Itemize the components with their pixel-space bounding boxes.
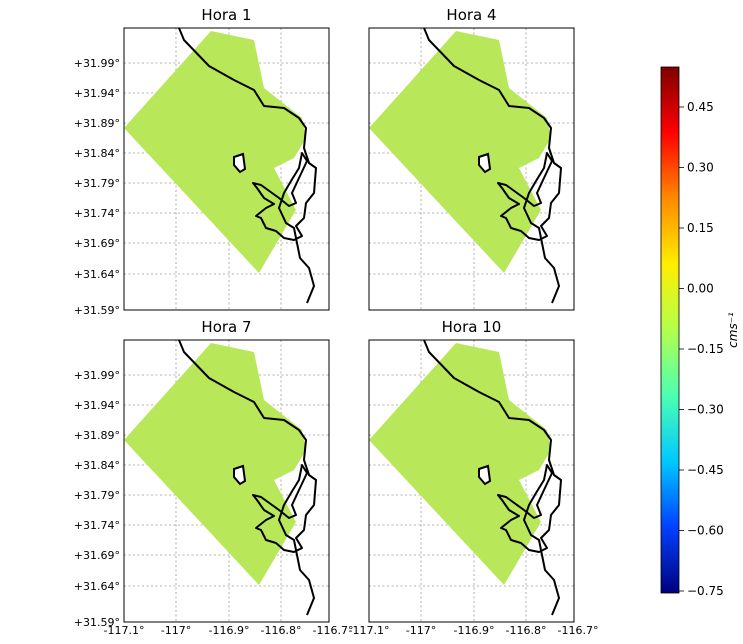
velocity-field xyxy=(369,31,551,273)
latitude-tick-label: +31.79° xyxy=(74,489,120,502)
latitude-tick-label: +31.59° xyxy=(74,616,120,629)
latitude-tick-label: +31.74° xyxy=(74,207,120,220)
panel-frame xyxy=(123,27,330,311)
latitude-tick-label: +31.89° xyxy=(74,429,120,442)
panel-title: Hora 4 xyxy=(446,6,496,24)
panel-title: Hora 7 xyxy=(201,318,251,336)
latitude-tick-label: +31.84° xyxy=(74,147,120,160)
panel-frame xyxy=(368,27,575,311)
colorbar: 0.45 0.30 0.15 0.00 −0.15 −0.30 −0.45 −0.60 −0.7… xyxy=(660,66,740,598)
colorbar-tick-label: 0.30 xyxy=(687,161,714,175)
latitude-tick-label: +31.99° xyxy=(74,57,120,70)
colorbar-tick-label: −0.45 xyxy=(687,463,724,477)
latitude-tick-label: +31.99° xyxy=(74,369,120,382)
colorbar-tick-label: −0.60 xyxy=(687,524,724,538)
latitude-tick-label: +31.84° xyxy=(74,459,120,472)
latitude-tick-label: +31.79° xyxy=(74,177,120,190)
longitude-tick-label: -117.1° xyxy=(349,624,390,637)
panel-frame xyxy=(123,339,330,623)
colorbar-gradient xyxy=(660,66,680,594)
panel-title: Hora 1 xyxy=(201,6,251,24)
longitude-tick-label: -117° xyxy=(161,624,191,637)
latitude-tick-label: +31.59° xyxy=(74,304,120,317)
latitude-tick-label: +31.69° xyxy=(74,237,120,250)
colorbar-tick-label: −0.15 xyxy=(687,342,724,356)
velocity-field xyxy=(124,343,306,585)
longitude-tick-label: -117° xyxy=(406,624,436,637)
velocity-field xyxy=(124,31,306,273)
map-panel: Hora 7 +31.99° +31.94° +31.89° +31.84° +31.79… xyxy=(74,318,354,637)
panel-title: Hora 10 xyxy=(442,318,502,336)
map-panel: Hora 4 xyxy=(368,6,575,311)
colorbar-tick-label: 0.15 xyxy=(687,221,714,235)
latitude-tick-label: +31.94° xyxy=(74,87,120,100)
latitude-tick-label: +31.64° xyxy=(74,580,120,593)
colorbar-label: cms⁻¹ xyxy=(726,312,740,348)
map-panel: Hora 1 +31.99° +31.94° +31.89° +31.84° +31.79… xyxy=(74,6,330,317)
longitude-tick-label: -116.9° xyxy=(454,624,495,637)
latitude-tick-label: +31.94° xyxy=(74,399,120,412)
colorbar-tick-label: 0.00 xyxy=(687,282,714,296)
map-panel: Hora 10 -117.1° -117° -116.9° -116.8° -116.7° xyxy=(349,318,599,637)
latitude-tick-label: +31.64° xyxy=(74,268,120,281)
latitude-tick-label: +31.74° xyxy=(74,519,120,532)
latitude-tick-label: +31.69° xyxy=(74,549,120,562)
longitude-tick-label: -116.8° xyxy=(506,624,547,637)
colorbar-tick-label: −0.75 xyxy=(687,584,724,598)
longitude-tick-label: -116.7° xyxy=(313,624,354,637)
longitude-tick-label: -116.9° xyxy=(209,624,250,637)
velocity-field xyxy=(369,343,551,585)
panel-frame xyxy=(368,339,575,623)
longitude-tick-label: -116.7° xyxy=(558,624,599,637)
longitude-tick-label: -116.8° xyxy=(261,624,302,637)
colorbar-tick-label: −0.30 xyxy=(687,403,724,417)
latitude-tick-label: +31.89° xyxy=(74,117,120,130)
longitude-tick-label: -117.1° xyxy=(104,624,145,637)
colorbar-tick-label: 0.45 xyxy=(687,100,714,114)
